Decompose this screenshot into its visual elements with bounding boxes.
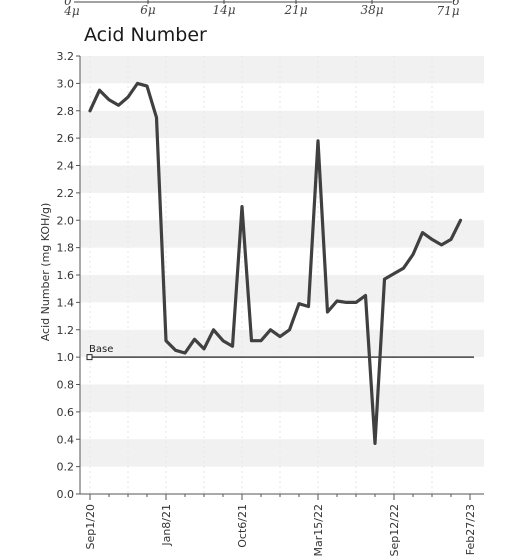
data-point <box>307 305 310 308</box>
y-axis-title: Acid Number (mg KOH/g) <box>39 203 52 342</box>
y-tick-label: 0.2 <box>57 461 75 474</box>
y-tick-label: 0.4 <box>57 433 75 446</box>
data-point <box>193 338 196 341</box>
y-tick-label: 2.8 <box>57 105 75 118</box>
x-tick-label: Mar15/22 <box>312 504 325 556</box>
data-point <box>146 85 148 87</box>
x-tick-label: Oct6/21 <box>236 504 249 548</box>
y-tick-label: 3.0 <box>57 77 75 90</box>
data-point <box>108 99 110 101</box>
y-tick-label: 3.2 <box>57 50 75 63</box>
data-point <box>98 89 101 92</box>
y-tick-label: 2.6 <box>57 132 75 145</box>
y-tick-label: 0.0 <box>57 488 75 501</box>
data-point <box>412 253 414 256</box>
y-tick-label: 1.6 <box>57 269 75 282</box>
x-tick-label: Sep1/20 <box>84 504 97 549</box>
data-point <box>174 349 177 352</box>
data-point <box>336 300 338 302</box>
data-point <box>136 82 139 85</box>
y-tick-label: 2.0 <box>57 214 75 227</box>
data-point <box>326 311 329 313</box>
y-tick-label: 1.0 <box>57 351 75 364</box>
micro-scale-label: 21μ <box>283 3 307 17</box>
grid-band <box>80 56 484 84</box>
plot-background <box>80 56 484 494</box>
data-point <box>402 267 405 269</box>
data-point <box>355 301 357 304</box>
y-axis: 0.0 0.2 0.4 0.6 0.8 1.0 1.2 1.4 1.6 1.8 2.0 2.2 2.4 2… <box>57 50 81 501</box>
data-point <box>89 109 91 112</box>
data-point <box>374 442 376 445</box>
data-point <box>298 302 300 305</box>
chart-title: Acid Number <box>84 24 207 46</box>
data-point <box>269 328 272 331</box>
data-point <box>393 272 395 275</box>
x-tick-label: Sep12/22 <box>388 504 401 556</box>
y-tick-label: 0.6 <box>57 406 75 419</box>
micro-scale-right-bottom: 71μ <box>436 4 459 18</box>
data-point <box>317 140 319 142</box>
data-point <box>345 301 348 304</box>
data-point <box>431 238 433 241</box>
data-point <box>459 219 462 222</box>
x-tick-label: Jan8/21 <box>160 504 173 547</box>
x-axis: Sep1/20 Jan8/21 Oct6/21 Mar15/22 Sep12/22 Feb… <box>80 493 484 556</box>
data-point <box>155 116 158 119</box>
grid-band <box>80 384 484 412</box>
base-line-marker <box>86 354 93 361</box>
data-point <box>288 328 291 331</box>
micro-scale-left-top: 0 <box>64 0 72 8</box>
data-point <box>203 348 205 350</box>
data-point <box>364 294 367 297</box>
data-point <box>241 205 243 208</box>
data-point <box>260 339 262 342</box>
data-point <box>250 339 253 342</box>
micro-scale-left-bottom: 4μ <box>63 4 80 18</box>
data-point <box>383 278 386 280</box>
y-tick-label: 1.8 <box>57 242 75 255</box>
y-tick-label: 1.4 <box>57 296 75 309</box>
data-point <box>421 231 424 234</box>
y-tick-label: 2.4 <box>57 160 75 173</box>
micro-scale-right-top: 6 <box>452 0 460 8</box>
base-line: Base <box>86 344 474 361</box>
y-tick-label: 1.2 <box>57 324 75 337</box>
data-point <box>165 339 167 342</box>
acid-number-series-line <box>88 81 463 445</box>
x-tick-label: Feb27/23 <box>464 504 477 555</box>
micro-scale-label: 14μ <box>212 3 235 17</box>
data-point <box>222 339 224 342</box>
data-point <box>440 244 443 246</box>
data-point <box>450 238 452 241</box>
grid-band <box>80 165 484 193</box>
grid-band <box>80 439 484 467</box>
data-point <box>117 104 120 107</box>
y-tick-label: 0.8 <box>57 379 75 392</box>
base-line-label: Base <box>89 344 113 355</box>
series-layer <box>88 81 463 445</box>
data-point <box>184 352 186 354</box>
micro-scale-label: 38μ <box>360 3 383 17</box>
data-point <box>279 335 281 338</box>
grid-band <box>80 275 484 303</box>
data-point <box>212 328 215 331</box>
micro-scale-label: 6μ <box>140 3 156 17</box>
grid-band <box>80 110 484 139</box>
y-tick-label: 2.2 <box>57 187 75 200</box>
data-point <box>231 345 234 347</box>
data-point <box>127 96 129 98</box>
